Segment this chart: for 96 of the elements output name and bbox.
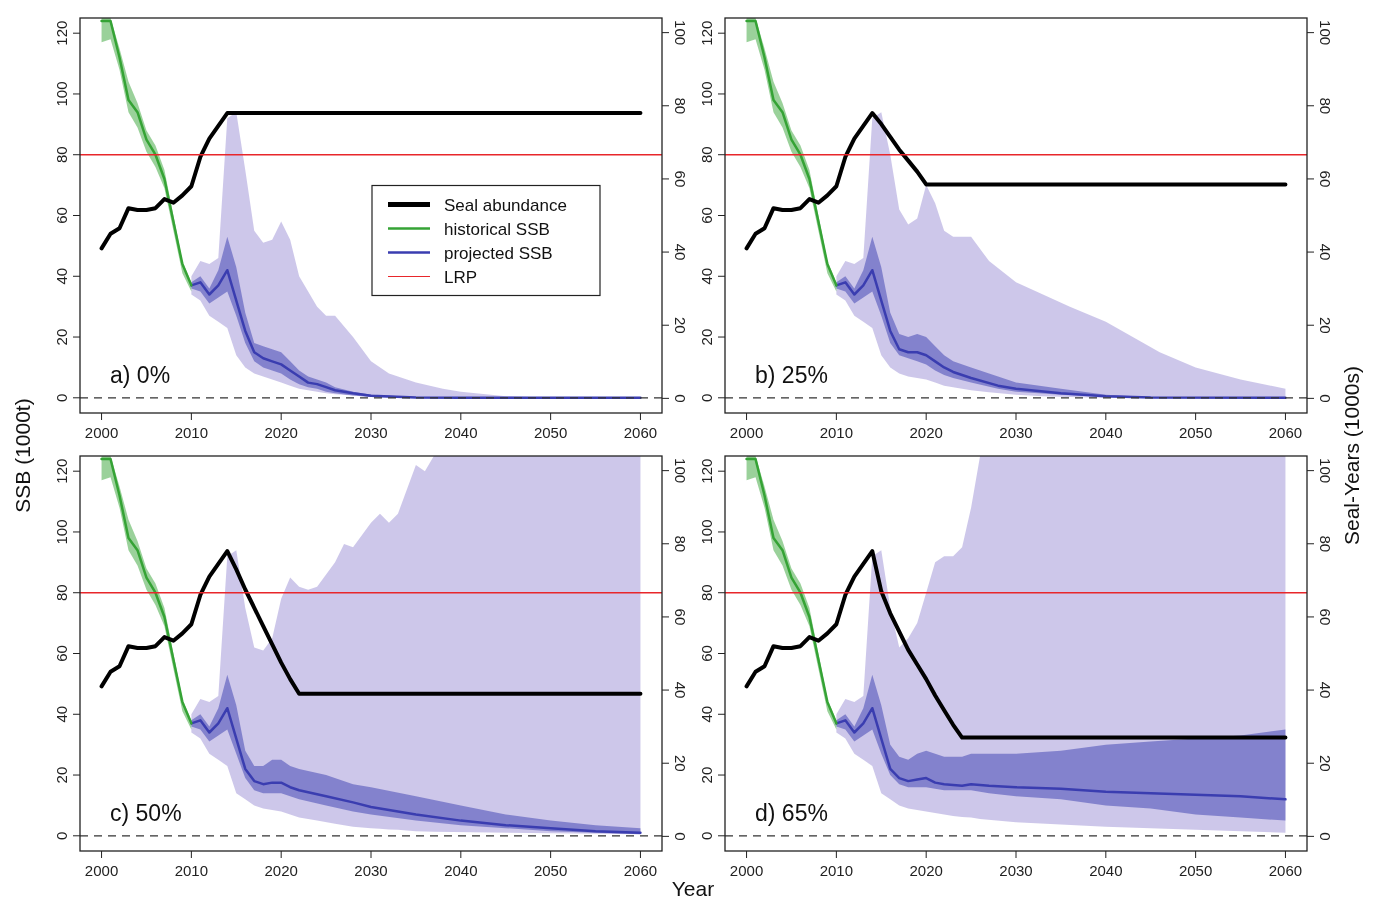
y2-tick-label: 60 (672, 608, 689, 626)
y2-tick-label: 80 (1317, 97, 1334, 115)
x-tick-label: 2020 (909, 862, 943, 879)
y-tick-label: 40 (698, 705, 715, 723)
y2-tick-label: 80 (1317, 535, 1334, 553)
annotation: b) 25% (755, 362, 828, 388)
x-tick-label: 2040 (444, 424, 478, 441)
x-tick-label: 2000 (729, 424, 764, 441)
y2-tick-label: 100 (672, 20, 689, 46)
y-tick-label: 80 (53, 584, 70, 602)
x-tick-label: 2000 (729, 862, 764, 879)
y-tick-label: 40 (53, 267, 70, 285)
x-tick-label: 2060 (623, 424, 658, 441)
annotation: a) 0% (110, 362, 171, 388)
legend-label: LRP (444, 267, 478, 287)
x-tick-label: 2030 (999, 424, 1033, 441)
x-tick-label: 2060 (623, 862, 658, 879)
y2-tick-label: 100 (1317, 20, 1334, 46)
x-tick-label: 2060 (1268, 862, 1303, 879)
x-tick-label: 2050 (533, 862, 568, 879)
y2-tick-label: 0 (1317, 832, 1334, 841)
y-tick-label: 60 (698, 207, 715, 224)
y-tick-label: 60 (53, 645, 70, 662)
line-series (835, 706, 1287, 801)
y-tick-label: 100 (698, 81, 715, 107)
x-tick-label: 2050 (1178, 424, 1213, 441)
y-tick-label: 60 (698, 645, 715, 662)
y2-tick-label: 20 (672, 316, 689, 334)
y-tick-label: 120 (698, 20, 715, 46)
y-tick-label: 20 (53, 766, 70, 784)
y-tick-label: 120 (53, 20, 70, 46)
y-tick-label: 40 (698, 267, 715, 285)
annotation: c) 50% (110, 800, 182, 826)
x-tick-label: 2050 (533, 424, 568, 441)
y-tick-label: 20 (53, 328, 70, 346)
x-axis-title: Year (671, 877, 715, 900)
y-tick-label: 60 (53, 207, 70, 224)
y2-tick-label: 0 (1317, 394, 1334, 403)
y-tick-label: 20 (698, 328, 715, 346)
x-tick-label: 2040 (1089, 862, 1123, 879)
y2-axis-title: Seal-Years (1000s) (1340, 366, 1363, 545)
x-tick-label: 2020 (264, 424, 298, 441)
x-tick-label: 2030 (354, 424, 388, 441)
y2-tick-label: 40 (672, 243, 689, 261)
y-tick-label: 100 (698, 519, 715, 545)
x-tick-label: 2030 (354, 862, 388, 879)
y-tick-label: 80 (698, 146, 715, 164)
x-tick-label: 2010 (819, 424, 854, 441)
y-tick-label: 0 (53, 393, 70, 402)
y-tick-label: 0 (698, 831, 715, 840)
line-series (190, 706, 642, 835)
x-tick-label: 2060 (1268, 424, 1303, 441)
y-tick-label: 100 (53, 81, 70, 107)
y2-tick-label: 60 (1317, 608, 1334, 626)
y2-tick-label: 80 (672, 535, 689, 553)
line-series (99, 549, 643, 696)
y2-tick-label: 20 (1317, 316, 1334, 334)
y-tick-label: 80 (698, 584, 715, 602)
y2-tick-label: 100 (672, 458, 689, 484)
annotation: d) 65% (755, 800, 828, 826)
y2-tick-label: 40 (1317, 681, 1334, 699)
y-tick-label: 0 (53, 831, 70, 840)
x-tick-label: 2010 (819, 862, 854, 879)
x-tick-label: 2040 (1089, 424, 1123, 441)
y2-tick-label: 40 (672, 681, 689, 699)
y2-tick-label: 0 (672, 832, 689, 841)
y-tick-label: 40 (53, 705, 70, 723)
y2-tick-label: 20 (672, 754, 689, 772)
x-tick-label: 2000 (84, 862, 119, 879)
y2-tick-label: 60 (1317, 170, 1334, 188)
x-tick-label: 2020 (909, 424, 943, 441)
y-tick-label: 100 (53, 519, 70, 545)
y2-tick-label: 100 (1317, 458, 1334, 484)
line-series (744, 111, 1288, 251)
y2-tick-label: 40 (1317, 243, 1334, 261)
x-tick-label: 2000 (84, 424, 119, 441)
x-tick-label: 2050 (1178, 862, 1213, 879)
y2-tick-label: 0 (672, 394, 689, 403)
y-tick-label: 0 (698, 393, 715, 402)
line-series (744, 549, 1288, 740)
x-tick-label: 2020 (264, 862, 298, 879)
x-tick-label: 2010 (174, 424, 209, 441)
y2-tick-label: 60 (672, 170, 689, 188)
x-tick-label: 2040 (444, 862, 478, 879)
y-tick-label: 20 (698, 766, 715, 784)
y-tick-label: 80 (53, 146, 70, 164)
x-tick-label: 2030 (999, 862, 1033, 879)
legend-label: Seal abundance (444, 195, 567, 215)
legend-label: historical SSB (444, 219, 550, 239)
y2-tick-label: 20 (1317, 754, 1334, 772)
y-tick-label: 120 (698, 458, 715, 484)
y2-tick-label: 80 (672, 97, 689, 115)
x-tick-label: 2010 (174, 862, 209, 879)
legend-label: projected SSB (444, 243, 553, 263)
y-axis-title: SSB (1000t) (11, 398, 34, 513)
y-tick-label: 120 (53, 458, 70, 484)
